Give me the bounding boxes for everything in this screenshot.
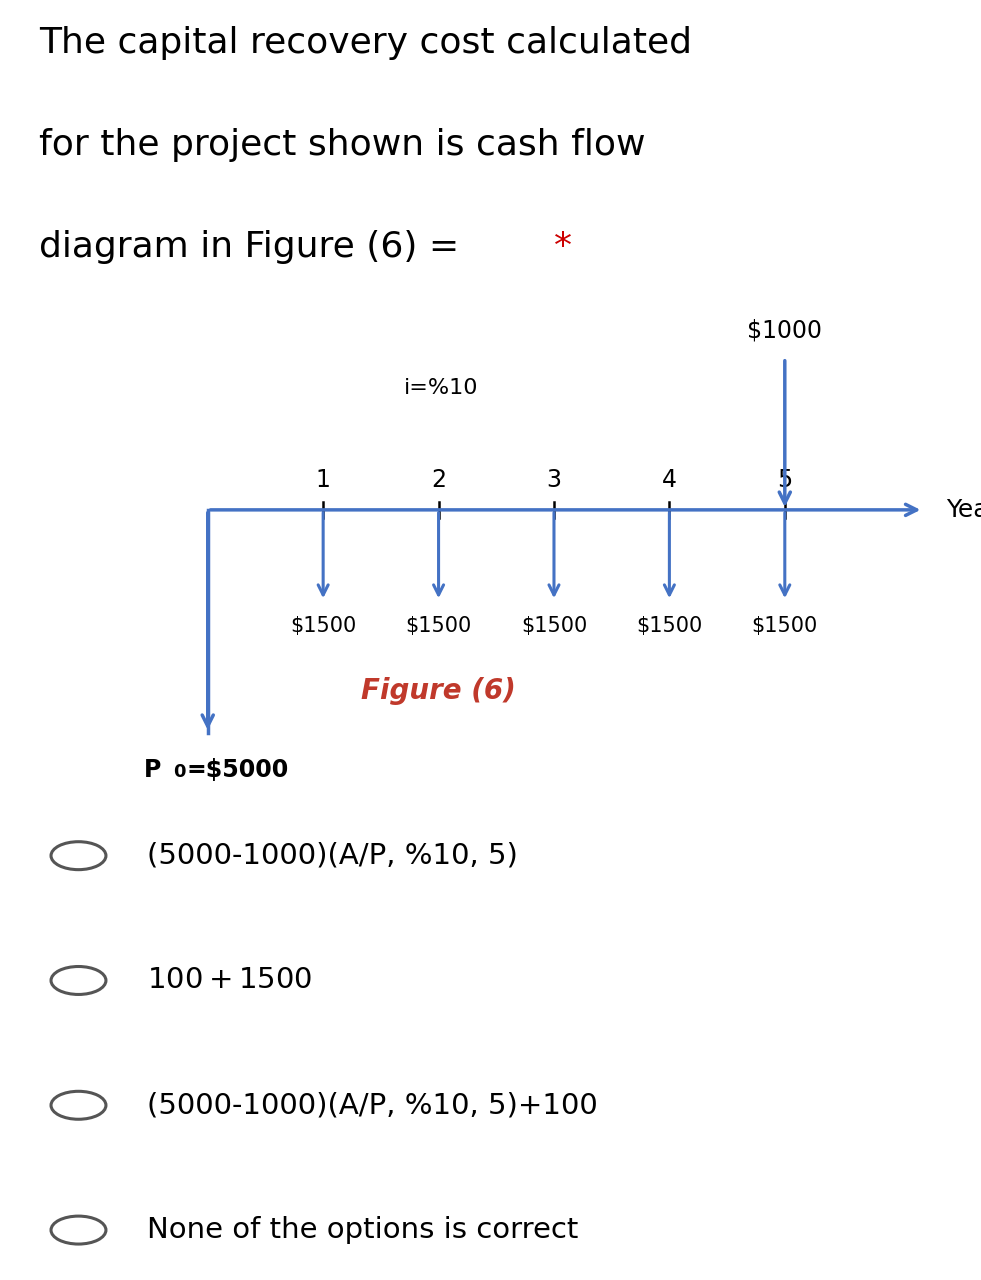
Text: $100+$1500: $100+$1500: [147, 966, 313, 995]
Text: Years: Years: [947, 498, 981, 522]
Text: $1500: $1500: [637, 616, 702, 636]
Text: for the project shown is cash flow: for the project shown is cash flow: [39, 128, 645, 163]
Text: (5000-1000)(A/P, %10, 5)+100: (5000-1000)(A/P, %10, 5)+100: [147, 1092, 597, 1119]
Text: Figure (6): Figure (6): [361, 677, 516, 705]
Text: $1000: $1000: [748, 319, 822, 343]
Text: $1500: $1500: [290, 616, 356, 636]
Text: 3: 3: [546, 467, 561, 492]
Text: *: *: [554, 230, 572, 265]
Text: (5000-1000)(A/P, %10, 5): (5000-1000)(A/P, %10, 5): [147, 842, 518, 869]
Text: diagram in Figure (6) =: diagram in Figure (6) =: [39, 230, 471, 265]
Text: P: P: [144, 758, 162, 782]
Text: i=%10: i=%10: [404, 378, 479, 398]
Text: 4: 4: [662, 467, 677, 492]
Text: 2: 2: [431, 467, 446, 492]
Text: None of the options is correct: None of the options is correct: [147, 1216, 579, 1244]
Text: $1500: $1500: [521, 616, 587, 636]
Text: $1500: $1500: [751, 616, 818, 636]
Text: 1: 1: [316, 467, 331, 492]
Text: $1500: $1500: [405, 616, 472, 636]
Text: 0: 0: [173, 763, 185, 781]
Text: The capital recovery cost calculated: The capital recovery cost calculated: [39, 26, 693, 60]
Text: 5: 5: [777, 467, 793, 492]
Text: =$5000: =$5000: [187, 758, 289, 782]
